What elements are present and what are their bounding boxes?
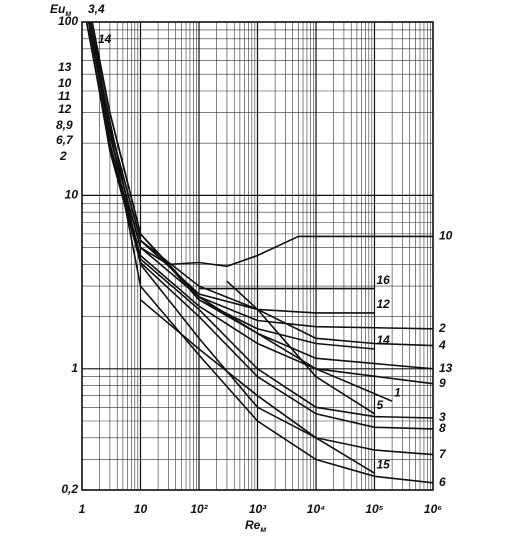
curve-label: 10 [58, 76, 72, 90]
curve-label: 6 [439, 475, 446, 489]
curve-label: 4 [438, 338, 446, 352]
y-tick-label: 10 [65, 188, 79, 202]
x-label-main: Re [245, 518, 261, 532]
curve-label: 16 [377, 273, 391, 287]
curve-label: 8 [439, 421, 446, 435]
curve [85, 21, 434, 419]
curve [139, 299, 375, 474]
curve-label: 13 [58, 60, 72, 74]
curve-label: 3 [439, 410, 446, 424]
x-tick-label: 10 [134, 502, 148, 516]
x-axis-label: Reм [245, 518, 266, 534]
x-tick-label: 10⁵ [365, 502, 383, 516]
y-label-main: Eu [50, 2, 66, 16]
y-tick-label: 1 [71, 361, 78, 375]
y-tick-label: 0,2 [61, 482, 78, 496]
curve-label: 1 [394, 385, 401, 399]
plot-frame [81, 21, 434, 491]
curve [87, 29, 434, 430]
curve [98, 74, 434, 484]
curve-label: 14 [377, 333, 391, 347]
curve-label: 5 [377, 398, 384, 412]
curve-label: 7 [439, 447, 447, 461]
curve-label: 15 [377, 457, 391, 471]
curve-label: 11 [58, 89, 71, 103]
x-tick-label: 10⁴ [307, 502, 325, 516]
curve-label: 3,4 [88, 2, 105, 16]
x-tick-label: 1 [79, 502, 86, 516]
curve-label: 14 [98, 32, 112, 46]
curve-label: 13 [439, 361, 453, 375]
x-tick-label: 10⁶ [424, 502, 442, 516]
x-tick-label: 10³ [249, 502, 267, 516]
curve-label: 10 [439, 229, 453, 243]
curve-label: 12 [58, 102, 72, 116]
curve [226, 280, 375, 415]
x-tick-label: 10² [190, 502, 208, 516]
curve-label: 9 [439, 376, 446, 390]
curve-label: 2 [438, 321, 446, 335]
curve [87, 21, 433, 268]
curve-label: 2 [59, 149, 67, 163]
curve [87, 21, 375, 314]
y-label-sub: м [65, 9, 71, 18]
curve-label: 6,7 [56, 133, 74, 147]
x-label-sub: м [260, 525, 266, 534]
curve [91, 38, 434, 456]
curve-label: 8,9 [56, 118, 73, 132]
y-axis-label: Euм [50, 2, 71, 18]
curve [198, 299, 393, 402]
y-tick-label: 100 [58, 14, 78, 28]
curve-label: 12 [377, 297, 391, 311]
